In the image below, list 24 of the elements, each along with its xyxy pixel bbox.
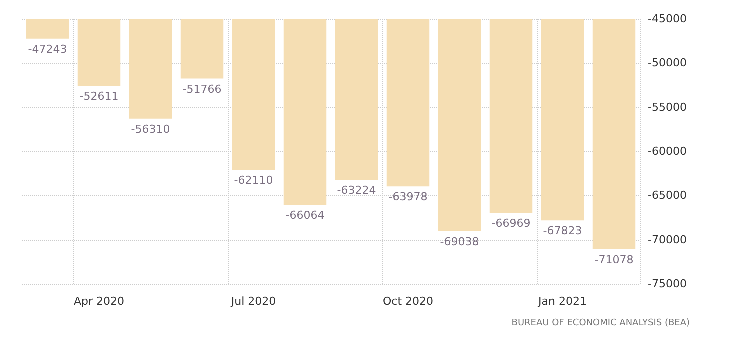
x-tick-label: Apr 2020 [74,295,125,308]
y-tick-label: -70000 [648,233,687,246]
data-label: -52611 [80,90,119,104]
x-tick-label: Jan 2021 [538,295,587,308]
data-label: -51766 [182,82,222,96]
y-tick-label: -50000 [648,56,687,70]
data-label: -56310 [131,122,170,136]
data-label: -69038 [440,235,480,248]
text: BUREAU OF ECONOMIC ANALYSIS (BEA) [512,318,690,328]
data-label: -71078 [594,253,634,266]
y-tick-label: -75000 [648,278,687,290]
y-tick-label: -65000 [648,189,687,202]
y-tick-label: -55000 [648,100,687,114]
data-label: -47243 [28,42,68,56]
data-label: -63224 [337,184,376,197]
data-label: -66064 [286,209,325,222]
data-label: -63978 [388,190,428,204]
y-tick-label: -45000 [648,12,687,26]
x-tick-label: Jul 2020 [230,295,276,308]
x-tick-label: Oct 2020 [382,295,434,308]
data-label: -67823 [543,224,582,238]
y-tick-label: -60000 [648,145,687,158]
data-label: -66969 [492,217,531,230]
data-label: -62110 [234,174,274,188]
